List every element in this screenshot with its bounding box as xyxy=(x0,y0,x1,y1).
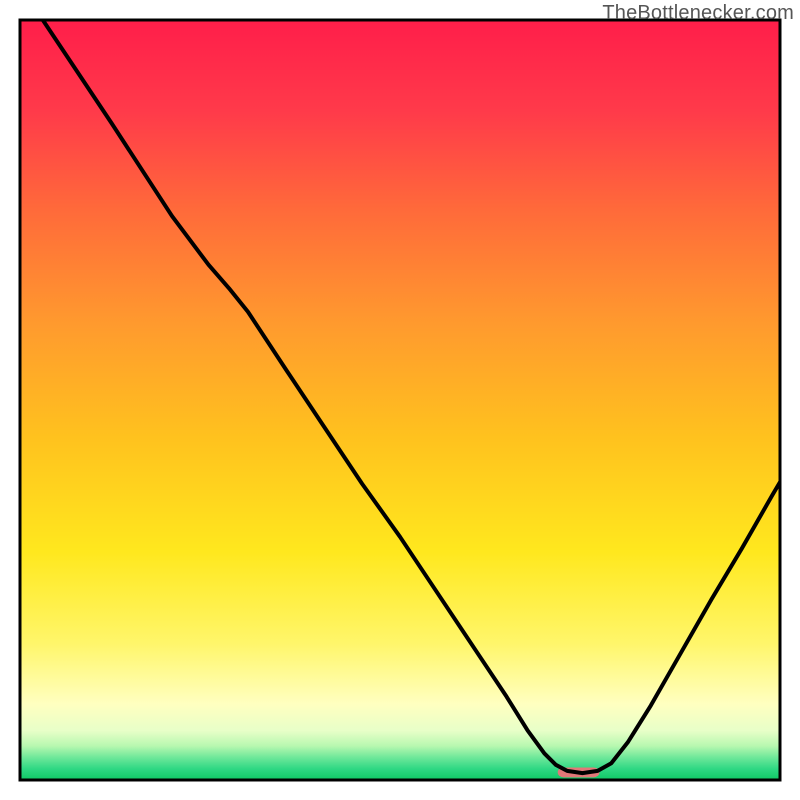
heat-gradient xyxy=(20,20,780,780)
watermark-text: TheBottlenecker.com xyxy=(602,2,794,25)
chart-container: TheBottlenecker.com xyxy=(0,0,800,800)
bottleneck-chart xyxy=(0,0,800,800)
